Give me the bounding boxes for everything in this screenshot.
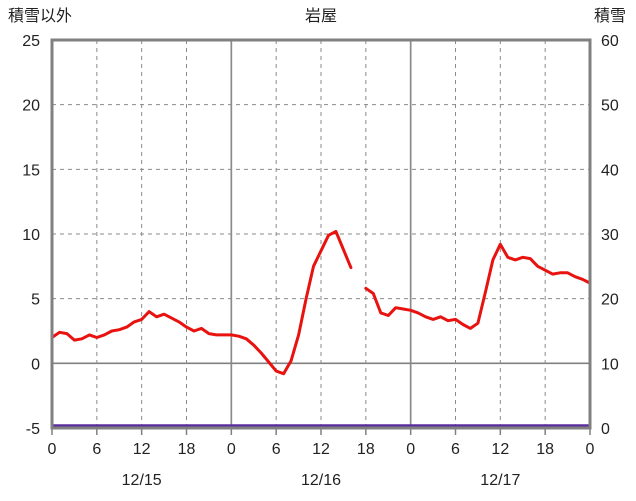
right-axis-tick-label: 20 [601, 292, 619, 309]
hour-tick-label: 18 [357, 441, 375, 458]
right-axis-tick-label: 0 [601, 421, 610, 438]
right-axis-tick-label: 10 [601, 356, 619, 373]
left-axis-tick-label: 25 [22, 33, 40, 50]
plot-border [50, 38, 592, 430]
hour-tick-label: 12 [491, 441, 509, 458]
left-axis-tick-label: 10 [22, 227, 40, 244]
date-label: 12/17 [480, 472, 520, 489]
left-axis-tick-label: 0 [31, 356, 40, 373]
hour-tick-label: 0 [227, 441, 236, 458]
left-axis-tick-label: 15 [22, 162, 40, 179]
hour-tick-label: 0 [586, 441, 595, 458]
right-axis-tick-label: 50 [601, 98, 619, 115]
hour-tick-label: 18 [178, 441, 196, 458]
hour-tick-label: 6 [451, 441, 460, 458]
date-label: 12/16 [301, 472, 341, 489]
hour-tick-label: 6 [272, 441, 281, 458]
left-axis-tick-label: 5 [31, 292, 40, 309]
hour-tick-label: 6 [92, 441, 101, 458]
series-line-temperature [50, 229, 592, 376]
right-axis-title: 積雪 [593, 8, 626, 25]
hour-tick-label: 12 [133, 441, 151, 458]
right-axis-tick-label: 30 [601, 227, 619, 244]
hour-tick-label: 18 [536, 441, 554, 458]
right-axis-tick-label: 60 [601, 33, 619, 50]
hour-tick-label: 0 [48, 441, 57, 458]
left-axis-title: 積雪以外 [8, 8, 73, 25]
date-label: 12/15 [122, 472, 162, 489]
left-axis-tick-label: -5 [26, 421, 40, 438]
chart-title: 岩屋 [304, 8, 337, 25]
left-axis-tick-label: 20 [22, 98, 40, 115]
right-axis-tick-label: 40 [601, 162, 619, 179]
hour-tick-label: 0 [406, 441, 415, 458]
hour-tick-label: 12 [312, 441, 330, 458]
